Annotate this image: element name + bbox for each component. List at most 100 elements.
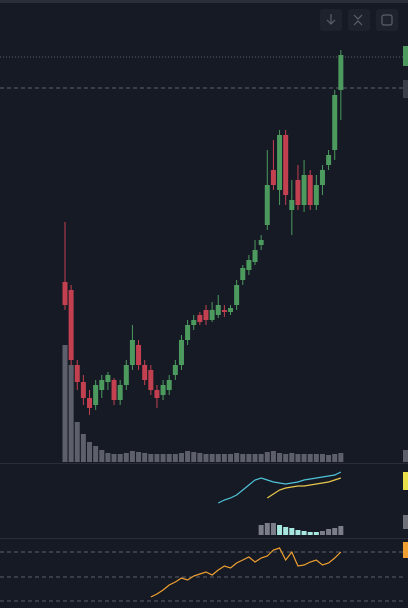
volume-bar — [221, 454, 227, 462]
volume-bar — [307, 454, 313, 462]
volume-bar — [283, 454, 289, 462]
volume-bar — [136, 452, 142, 462]
volume-bar — [172, 454, 178, 462]
candle-body — [142, 365, 148, 380]
candle-body — [117, 385, 123, 400]
volume-bar — [68, 365, 74, 462]
candle-body — [80, 382, 86, 398]
price-marker — [403, 542, 408, 558]
volume-bar — [234, 453, 240, 462]
candle-body — [111, 380, 117, 400]
candle-body — [307, 175, 313, 205]
fullscreen-button[interactable] — [376, 9, 398, 31]
volume-bar — [332, 454, 338, 462]
candle-body — [68, 290, 74, 360]
histogram-bar — [258, 525, 264, 535]
volume-bar — [258, 454, 264, 462]
candle-body — [93, 385, 99, 405]
volume-bar — [117, 454, 123, 462]
candle-body — [326, 155, 332, 165]
volume-bar — [295, 454, 301, 462]
volume-bar — [270, 451, 276, 462]
histogram-bar — [338, 526, 344, 535]
price-marker — [403, 46, 408, 66]
histogram-bar — [289, 528, 295, 535]
candle-body — [197, 315, 203, 322]
candle-body — [289, 200, 295, 210]
candle-body — [283, 135, 289, 195]
volume-bar — [123, 453, 129, 462]
candle-body — [154, 390, 160, 398]
volume-bar — [197, 453, 203, 462]
collapse-icon — [353, 14, 363, 26]
candle-body — [172, 365, 178, 375]
volume-bar — [203, 454, 209, 462]
histogram-bar — [301, 531, 307, 535]
volume-bar — [62, 345, 68, 462]
histogram-bar — [313, 532, 319, 535]
histogram-bar — [319, 531, 325, 535]
histogram-bar — [283, 527, 289, 535]
candle-body — [185, 325, 191, 340]
volume-bar — [215, 454, 221, 462]
candle-body — [203, 310, 209, 320]
candle-body — [246, 260, 252, 270]
price-marker — [403, 472, 408, 490]
candle-body — [166, 380, 172, 390]
volume-bar — [228, 454, 234, 462]
toolbar[interactable] — [320, 9, 398, 31]
candle-body — [228, 308, 234, 312]
candle-body — [338, 55, 344, 90]
volume-bar — [338, 453, 344, 462]
candle-body — [319, 170, 325, 185]
fullscreen-icon — [381, 14, 393, 26]
candle-body — [209, 310, 215, 320]
candle-body — [191, 320, 197, 325]
volume-bar — [160, 454, 166, 462]
volume-bar — [289, 453, 295, 462]
candle-body — [258, 240, 264, 245]
candle-body — [148, 370, 154, 390]
candle-body — [62, 282, 68, 305]
price-marker — [403, 80, 408, 98]
histogram-bar — [277, 525, 283, 535]
candle-body — [160, 385, 166, 395]
volume-bar — [240, 454, 246, 462]
volume-bar — [142, 453, 148, 462]
volume-bar — [74, 422, 80, 462]
histogram-bar — [326, 529, 332, 535]
volume-bar — [191, 452, 197, 462]
volume-bar — [178, 453, 184, 462]
volume-bar — [185, 451, 191, 462]
indicator-line — [150, 547, 342, 598]
indicator-line — [217, 471, 342, 504]
candle-body — [123, 365, 129, 385]
candle-body — [277, 135, 283, 190]
candle-body — [234, 285, 240, 305]
candle-body — [264, 185, 270, 225]
candle-body — [215, 305, 221, 315]
top-border — [0, 0, 408, 3]
candle-body — [240, 268, 246, 280]
candle-body — [105, 375, 111, 382]
candle-body — [295, 180, 301, 205]
candle-body — [270, 170, 276, 185]
volume-bar — [111, 454, 117, 462]
collapse-button[interactable] — [348, 9, 370, 31]
volume-bar — [301, 454, 307, 462]
histogram-bar — [270, 523, 276, 535]
candle-body — [301, 175, 307, 205]
volume-bar — [277, 453, 283, 462]
histogram-bar — [332, 528, 338, 535]
volume-bar — [105, 453, 111, 462]
candle-body — [136, 345, 142, 365]
indicator-line — [266, 477, 342, 499]
candle-body — [313, 185, 319, 205]
download-icon — [326, 14, 336, 25]
volume-bar — [313, 454, 319, 462]
volume-bar — [93, 446, 99, 462]
volume-bar — [148, 454, 154, 462]
volume-bar — [87, 442, 93, 462]
